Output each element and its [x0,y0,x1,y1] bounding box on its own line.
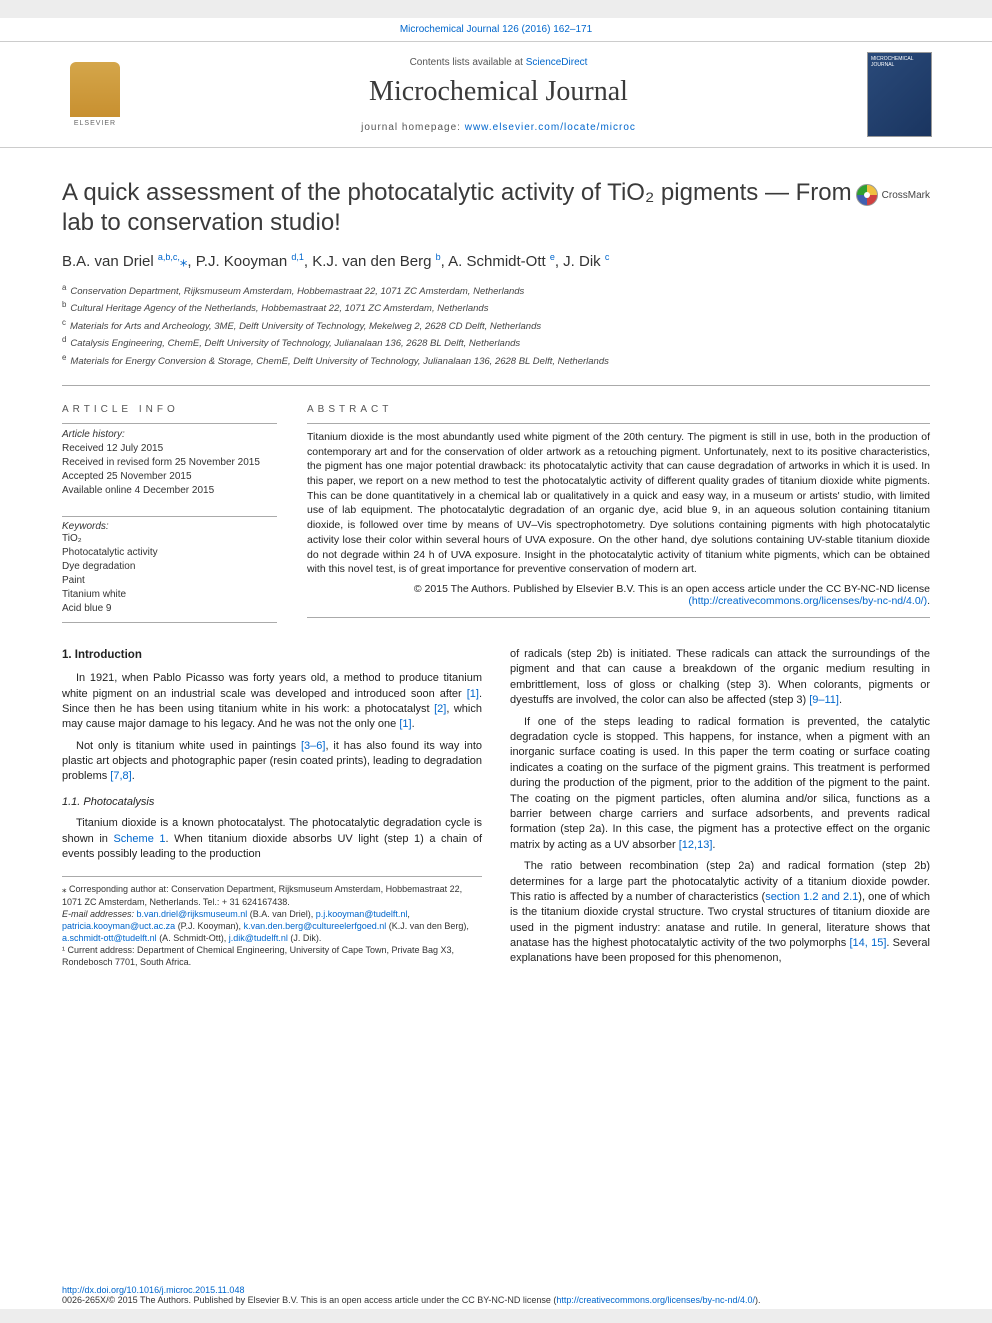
cover-title: MICROCHEMICAL JOURNAL [868,53,931,71]
intro-p1: In 1921, when Pablo Picasso was forty ye… [62,671,482,733]
ref-1b[interactable]: [1] [399,718,411,730]
crossmark-icon [856,184,878,206]
page-bottom-gray-bar [0,1309,992,1323]
ref-12-13[interactable]: [12,13] [679,839,713,851]
page-top-gray-bar [0,0,992,18]
ref-7-8[interactable]: [7,8] [110,770,131,782]
license-link[interactable]: (http://creativecommons.org/licenses/by-… [688,595,927,607]
email-line: E-mail addresses: b.van.driel@rijksmuseu… [62,908,482,944]
ref-1[interactable]: [1] [467,688,479,700]
elsevier-label: ELSEVIER [74,120,116,127]
right-p2: If one of the steps leading to radical f… [510,715,930,854]
ref-2[interactable]: [2] [434,703,446,715]
author-note-1: ¹ Current address: Department of Chemica… [62,944,482,968]
copyright-text: © 2015 The Authors. Published by Elsevie… [414,583,930,595]
intro-heading: 1. Introduction [62,647,482,663]
affiliations-block: aConservation Department, Rijksmuseum Am… [62,282,930,386]
photo-p1: Titanium dioxide is a known photocatalys… [62,816,482,862]
journal-header: ELSEVIER Contents lists available at Sci… [0,41,992,148]
body-right-col: of radicals (step 2b) is initiated. Thes… [510,647,930,973]
section-link[interactable]: section 1.2 and 2.1 [765,891,858,903]
issn-text-a: 0026-265X/© 2015 The Authors. Published … [62,1295,556,1305]
right-p1: of radicals (step 2b) is initiated. Thes… [510,647,930,709]
ref-14-15[interactable]: [14, 15] [849,937,886,949]
intro-p2: Not only is titanium white used in paint… [62,739,482,785]
article-header-block: CrossMark A quick assessment of the phot… [0,148,992,386]
ref-3-6[interactable]: [3–6] [301,740,325,752]
authors-line: B.A. van Driel a,b,c,⁎, P.J. Kooyman d,1… [62,252,930,270]
footnotes-block: ⁎ Corresponding author at: Conservation … [62,876,482,968]
journal-name: Microchemical Journal [130,76,867,108]
issn-text-b: ). [755,1295,761,1305]
top-citation-link[interactable]: Microchemical Journal 126 (2016) 162–171 [0,18,992,41]
journal-cover-thumb: MICROCHEMICAL JOURNAL [867,52,932,137]
abstract-col: ABSTRACT Titanium dioxide is the most ab… [307,404,930,623]
body-two-column: 1. Introduction In 1921, when Pablo Pica… [0,623,992,973]
sciencedirect-link[interactable]: ScienceDirect [526,57,588,68]
page-footer: http://dx.doi.org/10.1016/j.microc.2015.… [62,1285,930,1305]
scheme-1-link[interactable]: Scheme 1 [113,833,165,845]
citation-text[interactable]: Microchemical Journal 126 (2016) 162–171 [400,24,592,35]
body-left-col: 1. Introduction In 1921, when Pablo Pica… [62,647,482,973]
article-history: Article history:Received 12 July 2015Rec… [62,423,277,500]
article-info-col: ARTICLE INFO Article history:Received 12… [62,404,277,623]
photocatalysis-heading: 1.1. Photocatalysis [62,795,482,810]
abstract-head: ABSTRACT [307,404,930,415]
abstract-text: Titanium dioxide is the most abundantly … [307,423,930,577]
elsevier-logo: ELSEVIER [60,55,130,135]
crossmark-badge[interactable]: CrossMark [856,184,930,206]
doi-link[interactable]: http://dx.doi.org/10.1016/j.microc.2015.… [62,1285,244,1295]
homepage-prefix: journal homepage: [361,122,465,133]
keywords-list: TiO₂Photocatalytic activityDye degradati… [62,532,277,623]
header-center: Contents lists available at ScienceDirec… [130,57,867,133]
ref-9-11[interactable]: [9–11] [809,694,839,706]
info-abstract-row: ARTICLE INFO Article history:Received 12… [0,386,992,623]
crossmark-label: CrossMark [882,190,930,201]
contents-prefix: Contents lists available at [410,57,526,68]
footer-license-link[interactable]: http://creativecommons.org/licenses/by-n… [556,1295,755,1305]
homepage-url[interactable]: www.elsevier.com/locate/microc [465,122,636,133]
article-info-head: ARTICLE INFO [62,404,277,415]
homepage-line: journal homepage: www.elsevier.com/locat… [130,122,867,133]
right-p3: The ratio between recombination (step 2a… [510,859,930,967]
keywords-label: Keywords: [62,516,277,532]
corresponding-author: ⁎ Corresponding author at: Conservation … [62,883,482,907]
article-title: A quick assessment of the photocatalytic… [62,178,862,238]
elsevier-tree-icon [70,62,120,117]
contents-line: Contents lists available at ScienceDirec… [130,57,867,68]
abstract-copyright: © 2015 The Authors. Published by Elsevie… [307,583,930,618]
